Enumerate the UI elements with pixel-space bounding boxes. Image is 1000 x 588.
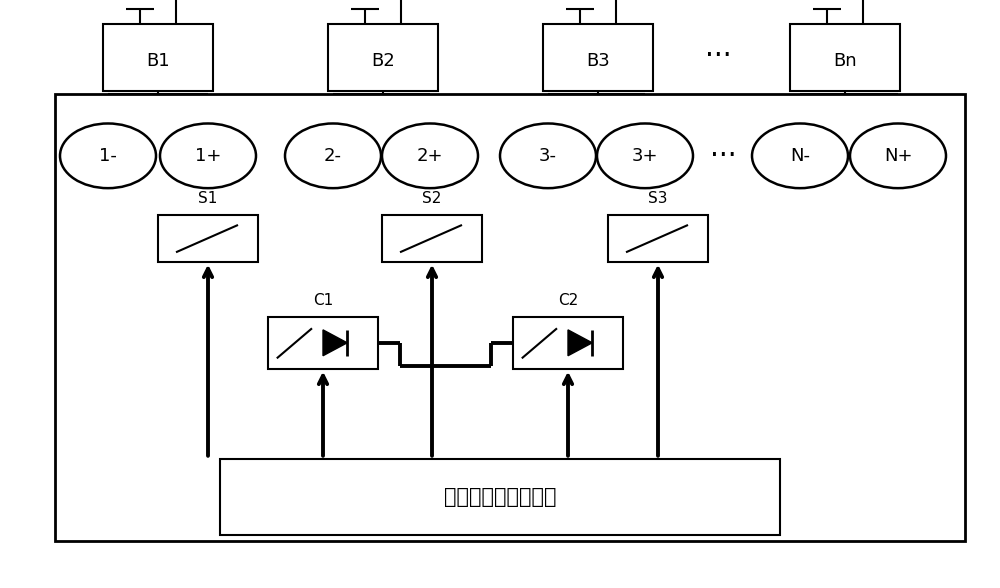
Text: S2: S2 <box>422 191 442 206</box>
Text: 1+: 1+ <box>195 147 221 165</box>
Ellipse shape <box>160 123 256 188</box>
Text: Bn: Bn <box>833 52 857 70</box>
Text: ···: ··· <box>710 142 736 170</box>
Ellipse shape <box>500 123 596 188</box>
Text: B2: B2 <box>371 52 395 70</box>
Ellipse shape <box>597 123 693 188</box>
Ellipse shape <box>382 123 478 188</box>
Text: N-: N- <box>790 147 810 165</box>
Polygon shape <box>323 330 347 356</box>
Text: 状态检测、开关控制: 状态检测、开关控制 <box>444 487 556 507</box>
Text: 3+: 3+ <box>632 147 658 165</box>
Bar <box>328 24 438 91</box>
Bar <box>103 24 213 91</box>
Bar <box>513 317 623 369</box>
Text: ···: ··· <box>705 42 731 70</box>
Bar <box>608 215 708 262</box>
Bar <box>158 215 258 262</box>
Text: S1: S1 <box>198 191 218 206</box>
Bar <box>543 24 653 91</box>
Bar <box>220 459 780 535</box>
Text: 3-: 3- <box>539 147 557 165</box>
Ellipse shape <box>752 123 848 188</box>
Ellipse shape <box>285 123 381 188</box>
Text: N+: N+ <box>884 147 912 165</box>
Bar <box>55 94 965 541</box>
Polygon shape <box>568 330 592 356</box>
Text: 1-: 1- <box>99 147 117 165</box>
Text: C2: C2 <box>558 293 578 308</box>
Text: B1: B1 <box>146 52 170 70</box>
Bar <box>790 24 900 91</box>
Text: 2+: 2+ <box>417 147 443 165</box>
Ellipse shape <box>850 123 946 188</box>
Text: C1: C1 <box>313 293 333 308</box>
Text: B3: B3 <box>586 52 610 70</box>
Text: S3: S3 <box>648 191 668 206</box>
Bar <box>268 317 378 369</box>
Text: 2-: 2- <box>324 147 342 165</box>
Bar <box>382 215 482 262</box>
Ellipse shape <box>60 123 156 188</box>
